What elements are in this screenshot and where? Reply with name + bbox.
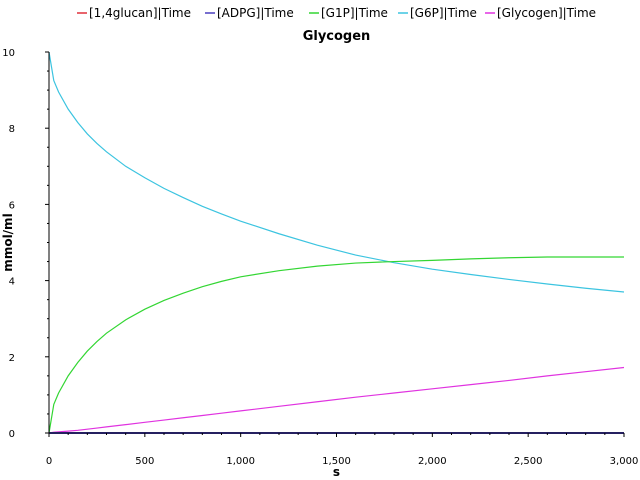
y-tick-label: 10 [2, 48, 15, 59]
x-tick-label: 1,000 [226, 456, 255, 467]
y-tick-label: 8 [9, 124, 15, 135]
y-tick-label: 6 [9, 200, 15, 211]
chart-title: Glycogen [303, 29, 371, 44]
y-axis: 0 2 4 6 8 10 [2, 48, 50, 440]
x-tick-label: 2,500 [514, 456, 543, 467]
series-line-2 [48, 256, 624, 434]
x-tick-label: 2,000 [418, 456, 447, 467]
x-axis: 0 500 1,000 1,500 2,000 2,500 3,000 [46, 432, 639, 467]
chart-legend: [1,4glucan]|Time [ADPG]|Time [G1P]|Time [G6… [77, 6, 596, 20]
x-tick-label: 500 [135, 456, 154, 467]
legend-entry-label: [G6P]|Time [410, 6, 477, 20]
legend-entry-label: [G1P]|Time [321, 6, 388, 20]
legend-entry-label: [ADPG]|Time [217, 6, 294, 20]
legend-entry-label: [Glycogen]|Time [497, 6, 596, 20]
series-line-4 [48, 366, 625, 434]
y-tick-label: 2 [9, 353, 15, 364]
x-tick-label: 1,500 [322, 456, 351, 467]
legend-entry-label: [1,4glucan]|Time [89, 6, 191, 20]
x-tick-label: 3,000 [610, 456, 639, 467]
x-tick-label: 0 [46, 456, 52, 467]
y-tick-label: 0 [9, 429, 15, 440]
plot-area [48, 51, 625, 434]
y-tick-label: 4 [9, 277, 15, 288]
x-axis-title: s [333, 465, 340, 479]
y-axis-title: mmol/ml [1, 213, 15, 271]
series-line-3 [48, 51, 625, 293]
